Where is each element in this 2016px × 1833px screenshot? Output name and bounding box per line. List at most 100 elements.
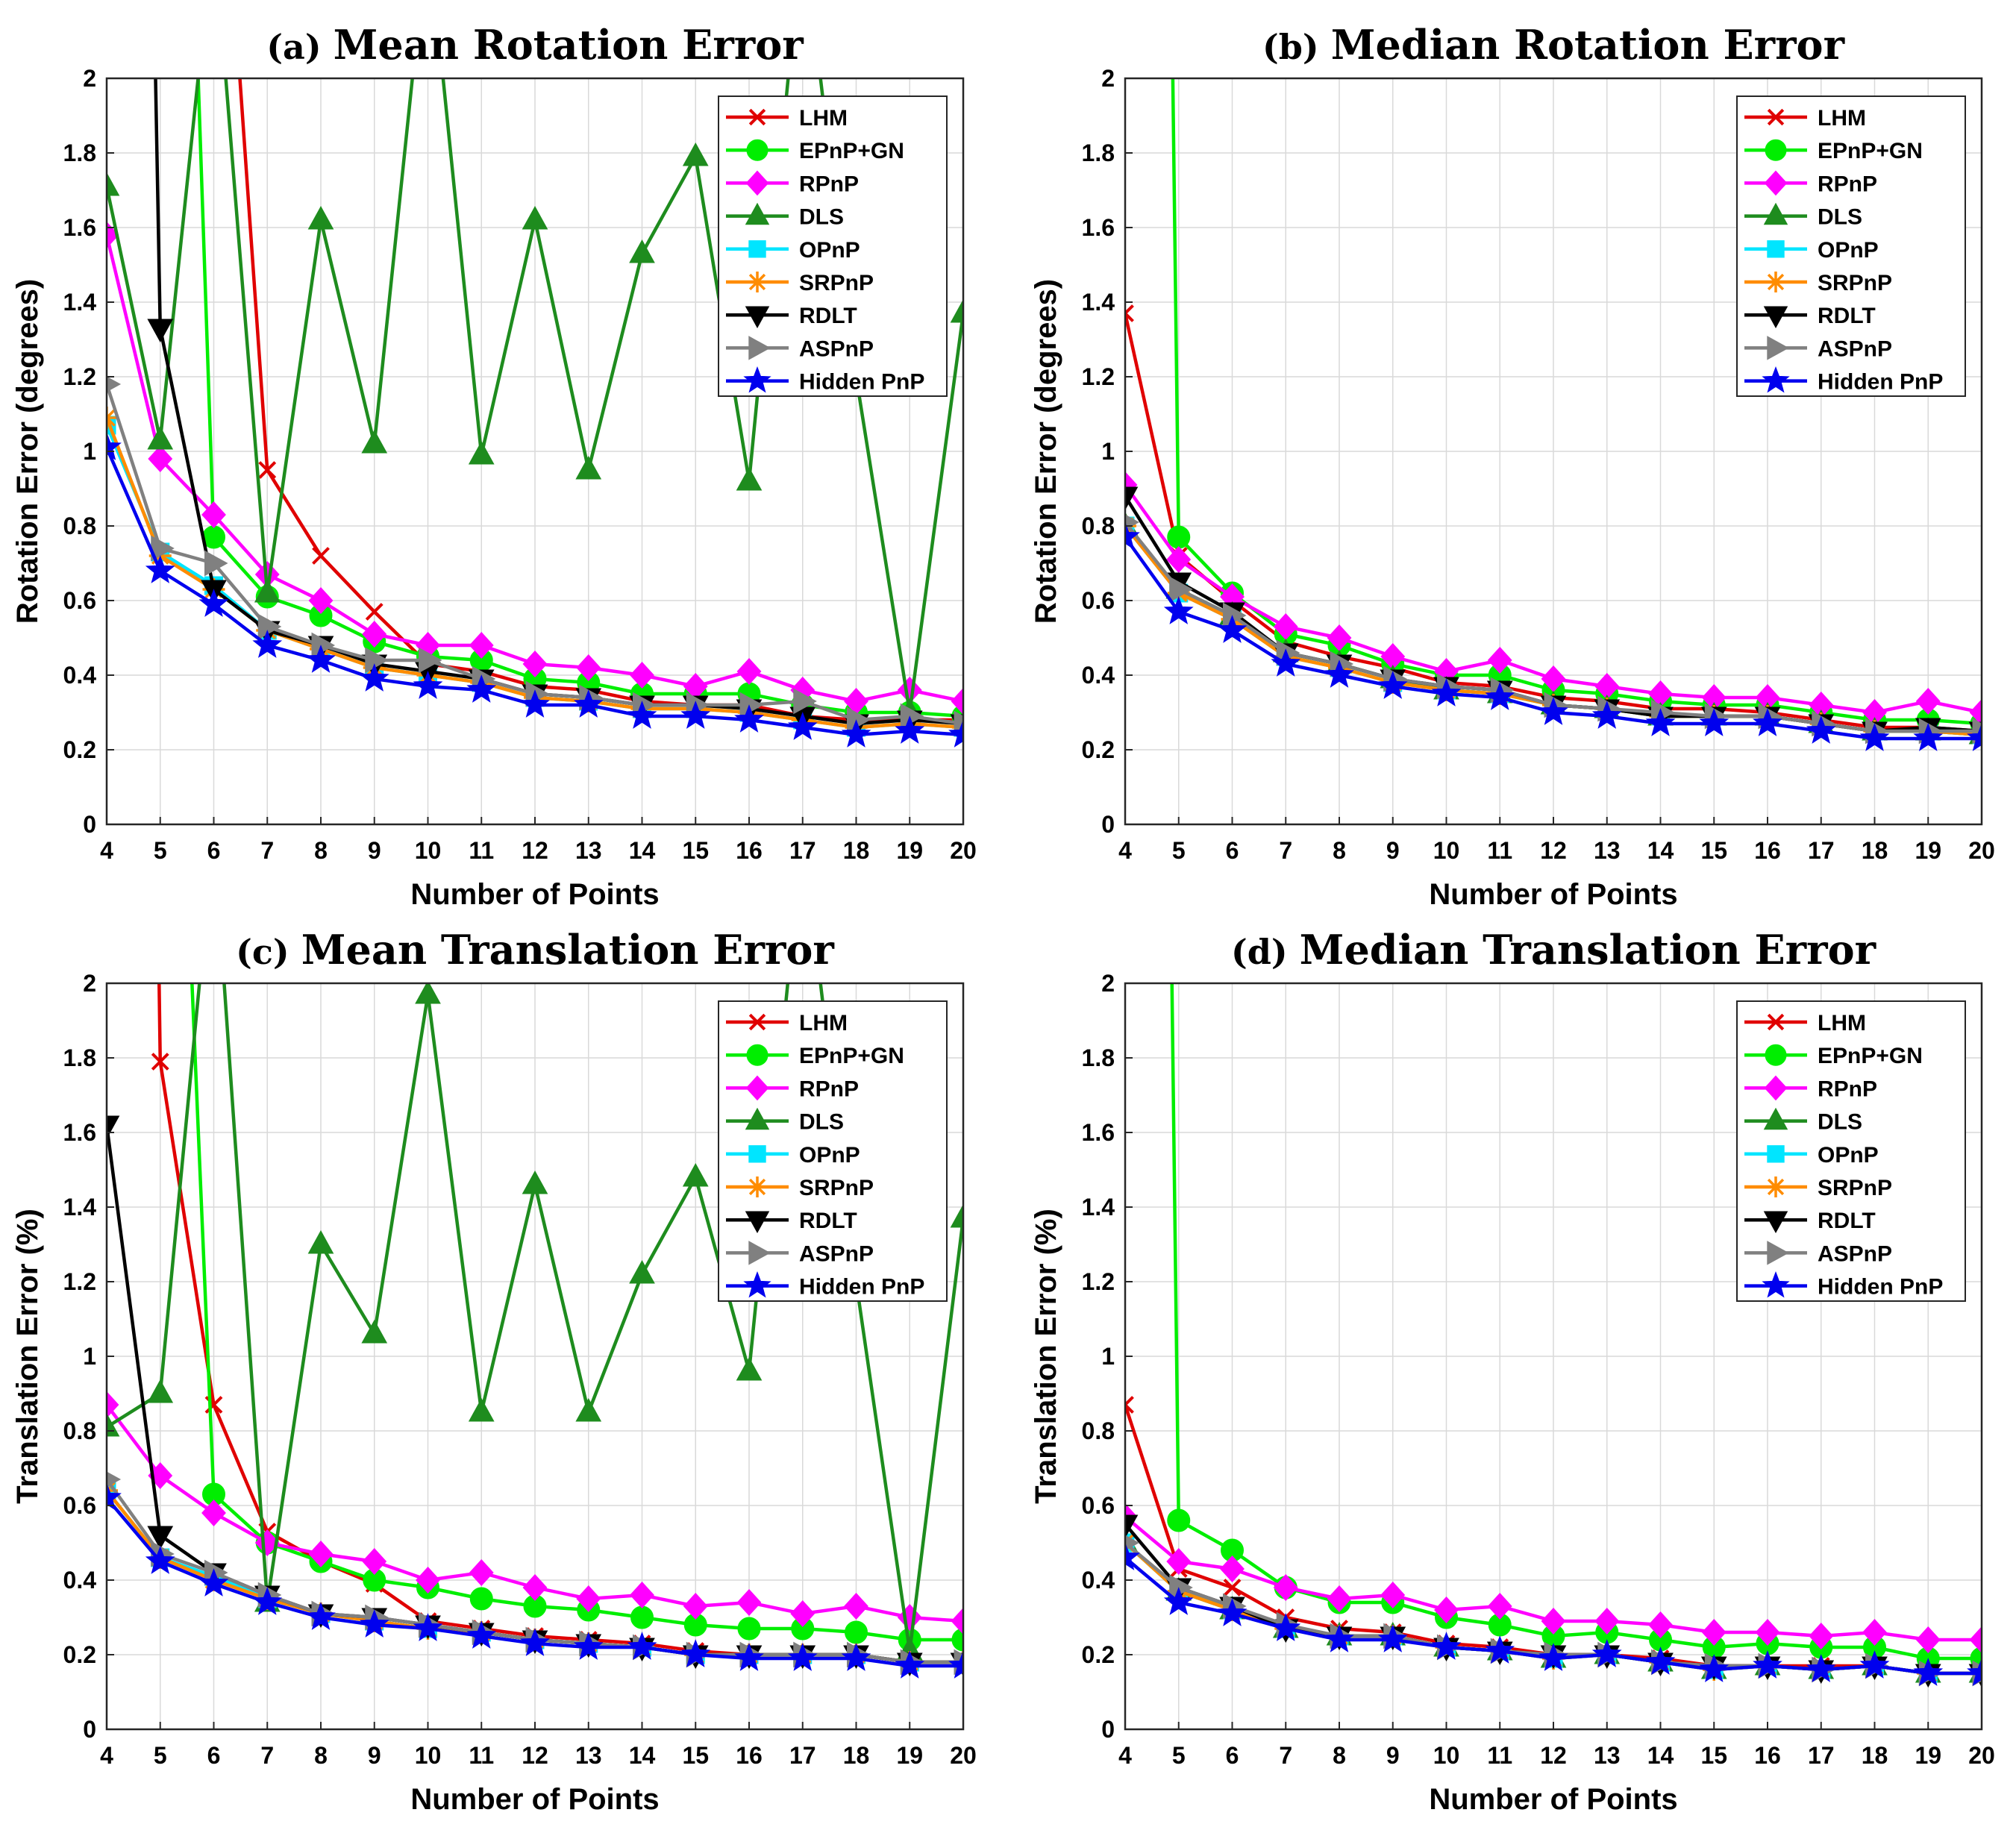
data-point-hidden-pnp — [1967, 1658, 1982, 1686]
series-rpnp — [107, 1391, 963, 1635]
x-tick-label: 20 — [1968, 837, 1995, 864]
data-point-rpnp — [951, 688, 963, 715]
data-point-hidden-pnp — [1217, 615, 1248, 643]
data-point-dls — [629, 1259, 655, 1284]
legend-label: EPnP+GN — [799, 1044, 904, 1068]
data-point-dls — [950, 1203, 963, 1228]
data-point-epnp-gn — [1167, 1508, 1191, 1532]
legend-entry-srpnp: SRPnP — [1744, 271, 1892, 295]
legend-label: SRPnP — [799, 271, 874, 295]
x-tick-label: 5 — [154, 1742, 167, 1769]
series-group — [1125, 983, 1982, 1688]
data-point-rpnp — [1220, 1555, 1245, 1582]
data-point-dls — [575, 1397, 602, 1422]
y-tick-label: 1.4 — [1082, 289, 1115, 316]
data-point-rpnp — [844, 1593, 868, 1620]
x-tick-label: 17 — [1808, 1742, 1835, 1769]
y-axis-label: Rotation Error (degrees) — [1030, 279, 1062, 624]
chart-title: (b) Median Rotation Error — [1262, 21, 1845, 69]
data-point-dls — [682, 1162, 709, 1187]
legend-label: DLS — [799, 1110, 844, 1135]
legend-marker-hidden-pnp — [743, 366, 771, 393]
legend-label: RPnP — [799, 1077, 859, 1101]
legend-label: ASPnP — [1818, 336, 1892, 361]
y-tick-label: 0.8 — [1082, 513, 1115, 539]
x-tick-label: 20 — [950, 837, 977, 864]
x-axis-label: Number of Points — [1429, 1783, 1677, 1816]
x-tick-label: 9 — [1386, 837, 1400, 864]
data-point-lhm — [151, 1053, 169, 1071]
data-point-dls — [254, 578, 281, 603]
legend-label: OPnP — [799, 1143, 860, 1168]
x-tick-label: 7 — [260, 837, 274, 864]
legend: LHM EPnP+GN RPnP DLS OPnP SRPnP RDLT ASPnP Hidde… — [718, 95, 948, 397]
data-point-rpnp — [576, 1585, 601, 1612]
data-point-rpnp — [1487, 647, 1512, 674]
data-point-hidden-pnp — [1485, 682, 1515, 710]
data-point-rpnp — [951, 1608, 963, 1635]
y-tick-label: 1.2 — [1082, 363, 1115, 390]
legend-marker-aspnp — [1767, 1241, 1789, 1265]
data-point-rpnp — [469, 1559, 494, 1586]
y-tick-label: 1.8 — [1082, 1044, 1115, 1071]
y-tick-label: 1.4 — [1082, 1194, 1115, 1221]
legend-marker-rdlt — [745, 1211, 770, 1234]
legend-entry-rpnp: RPnP — [1744, 1075, 1877, 1101]
legend-marker-hidden-pnp — [1762, 366, 1790, 393]
data-point-hidden-pnp — [627, 701, 657, 729]
data-point-hidden-pnp — [680, 701, 711, 729]
x-tick-label: 9 — [1386, 1742, 1400, 1769]
data-point-hidden-pnp — [1913, 723, 1944, 751]
data-point-rpnp — [522, 651, 548, 677]
legend: LHM EPnP+GN RPnP DLS OPnP SRPnP RDLT ASPnP Hidde… — [1736, 95, 1966, 397]
legend-entry-lhm: LHM — [726, 106, 848, 131]
chart-title: (c) Mean Translation Error — [236, 926, 834, 974]
data-point-hidden-pnp — [1591, 1639, 1622, 1667]
data-point-dls — [307, 1229, 334, 1254]
x-tick-label: 8 — [314, 1742, 328, 1769]
x-tick-label: 16 — [1754, 837, 1781, 864]
data-point-aspnp — [419, 647, 442, 674]
x-tick-label: 18 — [843, 837, 870, 864]
data-point-hidden-pnp — [1753, 708, 1782, 736]
legend-entry-epnp-gn: EPnP+GN — [726, 139, 904, 163]
y-tick-label: 1.2 — [63, 1268, 96, 1295]
y-tick-label: 1.6 — [1082, 214, 1115, 241]
x-axis-label: Number of Points — [410, 1783, 659, 1816]
series-hidden-pnp — [1125, 521, 1982, 751]
data-point-hidden-pnp — [787, 712, 818, 740]
y-tick-label: 0.2 — [1082, 1641, 1115, 1668]
data-point-hidden-pnp — [1538, 1643, 1568, 1671]
data-point-hidden-pnp — [466, 1620, 497, 1649]
legend-entry-srpnp: SRPnP — [726, 271, 874, 295]
data-point-rpnp — [1380, 1582, 1406, 1608]
data-point-hidden-pnp — [895, 1650, 925, 1679]
data-point-rpnp — [522, 1574, 548, 1601]
legend-marker-hidden-pnp — [1762, 1270, 1790, 1298]
legend-marker-opnp — [748, 1145, 766, 1163]
x-tick-label: 4 — [100, 1742, 113, 1769]
legend-label: RDLT — [1818, 304, 1876, 328]
data-point-aspnp — [793, 688, 817, 715]
y-tick-label: 0.6 — [63, 1492, 96, 1519]
chart-title: (a) Mean Rotation Error — [266, 21, 804, 69]
y-tick-label: 1 — [1101, 1343, 1115, 1370]
data-point-hidden-pnp — [1913, 1658, 1944, 1686]
y-tick-label: 1.2 — [1082, 1268, 1115, 1295]
legend-marker-hidden-pnp — [743, 1270, 771, 1298]
legend-marker-dls — [745, 202, 770, 225]
y-tick-label: 0.6 — [63, 587, 96, 614]
data-point-rdlt — [1125, 1514, 1139, 1539]
y-tick-label: 1.4 — [63, 1194, 97, 1221]
legend-entry-hidden-pnp: Hidden PnP — [726, 1270, 924, 1300]
legend-label: Hidden PnP — [799, 370, 924, 395]
series-rpnp — [1125, 1503, 1982, 1653]
data-point-dls — [361, 1319, 388, 1344]
y-tick-label: 0.2 — [1082, 736, 1115, 763]
y-axis-label: Translation Error (%) — [1030, 1209, 1062, 1504]
data-point-dls — [361, 429, 388, 454]
data-point-rpnp — [630, 1582, 654, 1608]
x-tick-label: 16 — [736, 1742, 763, 1769]
y-tick-label: 0.8 — [63, 1417, 96, 1444]
